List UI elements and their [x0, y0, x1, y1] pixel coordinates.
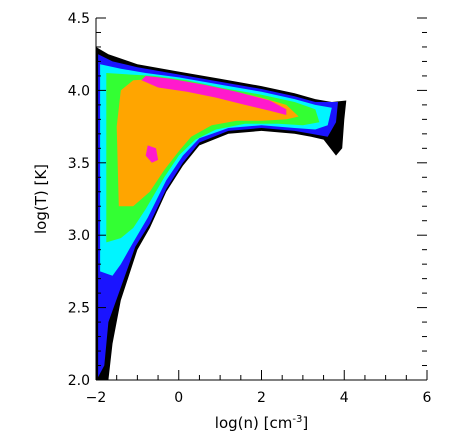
- contour-layer: [96, 47, 347, 380]
- x-tick-label: 4: [340, 390, 349, 406]
- y-tick-label: 4.0: [68, 83, 90, 99]
- y-tick-label: 2.0: [68, 373, 90, 389]
- y-tick-label: 2.5: [68, 301, 90, 317]
- x-axis-label-superscript: -3: [292, 414, 302, 425]
- x-tick-label: −2: [86, 390, 107, 406]
- y-tick-label: 3.0: [68, 228, 90, 244]
- contour-level-5: [116, 78, 299, 207]
- x-axis-label-end: ]: [302, 414, 308, 432]
- axes-layer: [95, 17, 428, 381]
- x-axis-label: log(n) [cm-3]: [215, 414, 308, 432]
- y-tick-label: 4.5: [68, 11, 90, 27]
- x-tick-label: 6: [423, 390, 432, 406]
- x-axis-label-main: log(n) [cm: [215, 414, 293, 432]
- contour-level-6: [145, 145, 159, 163]
- x-tick-label: 2: [257, 390, 266, 406]
- y-axis-label: log(T) [K]: [32, 164, 50, 234]
- x-tick-label: 0: [174, 390, 183, 406]
- y-tick-label: 3.5: [68, 156, 90, 172]
- contour-level-6: [141, 75, 287, 115]
